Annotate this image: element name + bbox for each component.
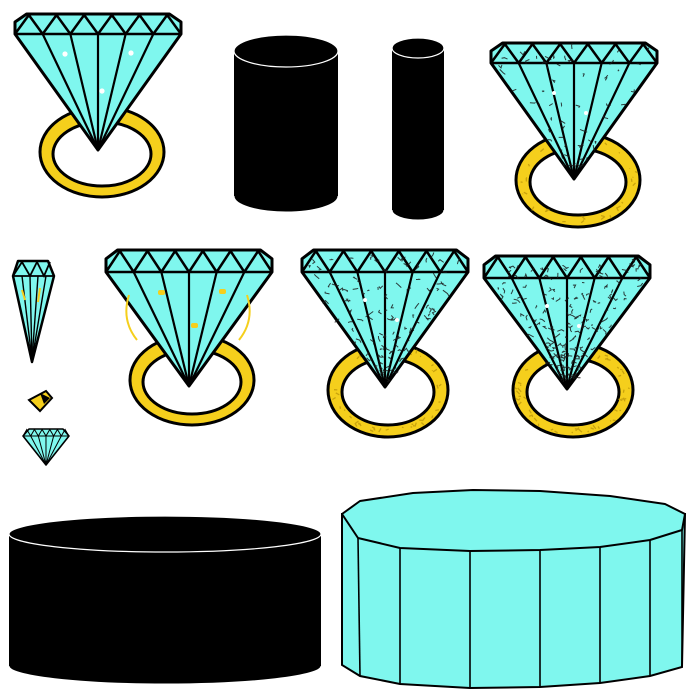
gem: [489, 41, 659, 181]
shard-flecks: [21, 287, 41, 303]
sparkle: [395, 318, 399, 322]
sparkle: [62, 51, 68, 57]
diamond-ring-cracked-light-sprite: [489, 41, 659, 229]
diamond-ring-cracked-medium-sprite: [300, 248, 470, 439]
diamond-ring-clean-sprite: [13, 12, 183, 199]
cylinder-body: [234, 51, 338, 212]
icon-facets: [22, 428, 70, 466]
gem: [300, 248, 470, 389]
cyan-prism-platform-sprite: [341, 489, 687, 690]
cylinder-body: [392, 48, 444, 220]
diamond-ring-gold-flecks-sprite: [104, 248, 274, 427]
fragment-shadow: [40, 393, 50, 404]
sparkle: [363, 298, 367, 302]
cylinder-base-line: [391, 209, 445, 221]
gold-streak: [125, 294, 251, 341]
shard-facets: [12, 259, 54, 279]
gem: [13, 12, 183, 152]
gem: [482, 254, 652, 391]
sparkle: [584, 111, 588, 115]
gem-cracks: [497, 259, 644, 383]
diamond-shard-sprite: [11, 259, 56, 364]
sparkle: [128, 50, 134, 56]
small-diamond-icon: [22, 428, 70, 466]
prism-top: [341, 489, 686, 552]
sparkle: [552, 91, 556, 95]
gem-cracks: [308, 252, 461, 383]
cylinder-top: [233, 34, 339, 68]
cylinder-top: [391, 37, 445, 59]
cylinder-base-line: [8, 665, 322, 685]
black-cylinder-narrow-sprite: [391, 37, 445, 221]
cylinder-top: [8, 515, 322, 553]
sparkle: [99, 88, 105, 94]
black-cylinder-tall-sprite: [233, 34, 339, 213]
prism-edge: [357, 537, 361, 677]
diamond-ring-cracked-heavy-sprite: [482, 254, 652, 439]
sparkle: [545, 304, 549, 308]
gem-cracks: [498, 42, 650, 168]
gem: [104, 248, 274, 388]
sparkle: [577, 324, 581, 328]
black-cylinder-wide-sprite: [8, 515, 322, 685]
gold-fleck: [158, 290, 165, 295]
gold-fleck: [219, 289, 226, 294]
cylinder-base-line: [233, 195, 339, 213]
fragment-gold: [27, 389, 54, 413]
gold-fleck: [191, 323, 198, 328]
gold-fragment-sprite: [27, 389, 54, 413]
cylinder-body: [9, 534, 321, 684]
